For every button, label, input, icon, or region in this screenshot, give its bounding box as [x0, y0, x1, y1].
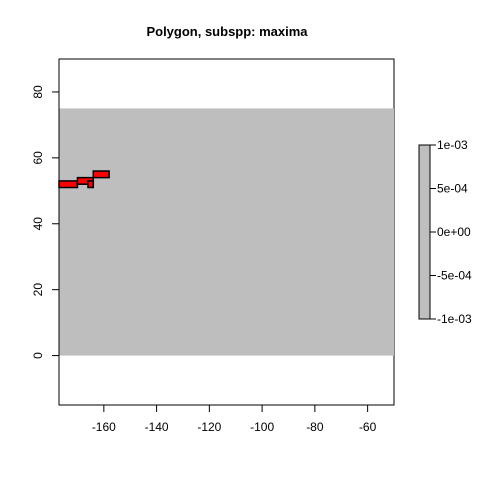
raster-cell-block — [59, 108, 394, 356]
legend-tick-label: 0e+00 — [437, 225, 471, 239]
species-polygon — [58, 170, 110, 189]
x-tick-label: -80 — [306, 420, 324, 434]
raster-layer — [59, 108, 394, 356]
color-legend: 1e-03 5e-04 0e+00 -5e-04 -1e-03 — [418, 138, 472, 326]
polygon-cell — [92, 170, 110, 179]
x-axis: -160 -140 -120 -100 -80 -60 — [92, 404, 377, 434]
polygon-cell — [58, 180, 79, 189]
legend-tick-label: 5e-04 — [437, 182, 468, 196]
x-tick-label: -160 — [92, 420, 116, 434]
y-tick-label: 0 — [31, 352, 45, 359]
plot-title: Polygon, subspp: maxima — [146, 24, 308, 39]
legend-tick-label: 1e-03 — [437, 138, 468, 152]
y-tick-label: 80 — [31, 85, 45, 99]
y-tick-label: 20 — [31, 283, 45, 297]
legend-tick-label: -5e-04 — [437, 269, 472, 283]
polygon-cell — [87, 180, 95, 189]
x-tick-label: -140 — [145, 420, 169, 434]
y-tick-label: 40 — [31, 217, 45, 231]
y-tick-label: 60 — [31, 151, 45, 165]
y-axis: 0 20 40 60 80 — [31, 85, 60, 359]
legend-tick-label: -1e-03 — [437, 312, 472, 326]
legend-colorbar — [418, 144, 431, 320]
x-tick-label: -60 — [359, 420, 377, 434]
x-tick-label: -100 — [250, 420, 274, 434]
x-tick-label: -120 — [197, 420, 221, 434]
